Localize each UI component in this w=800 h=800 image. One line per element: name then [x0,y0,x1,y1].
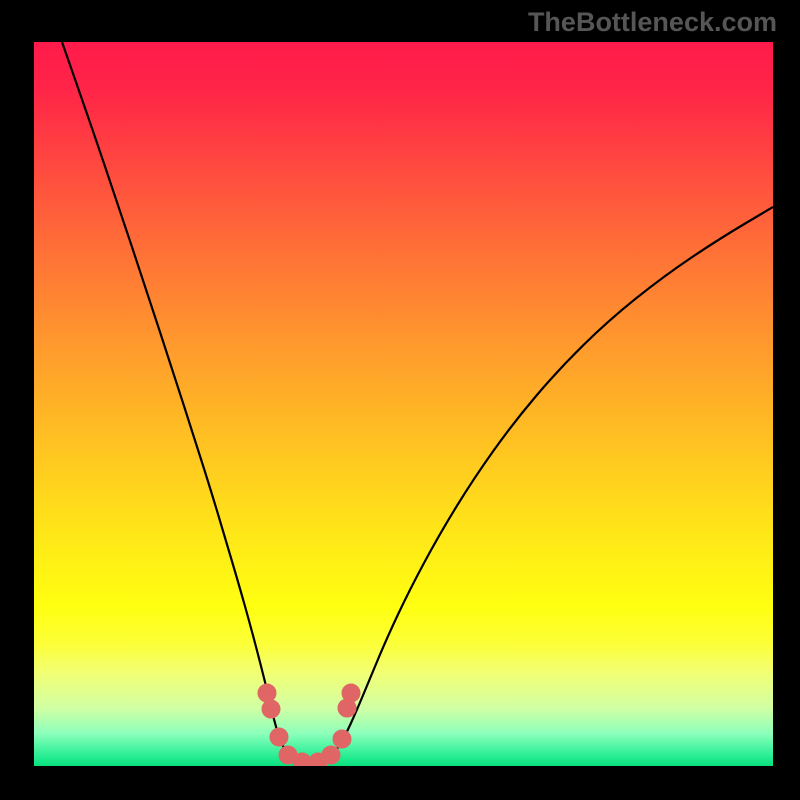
chart-frame: TheBottleneck.com [0,0,800,800]
chart-background [34,42,773,766]
curve-marker [293,753,311,766]
curve-marker [342,684,360,702]
curve-marker [258,684,276,702]
watermark-label: TheBottleneck.com [528,7,777,38]
curve-marker [262,700,280,718]
curve-marker [322,746,340,764]
curve-marker [270,728,288,746]
curve-marker [333,730,351,748]
bottleneck-curve-chart [34,42,773,766]
